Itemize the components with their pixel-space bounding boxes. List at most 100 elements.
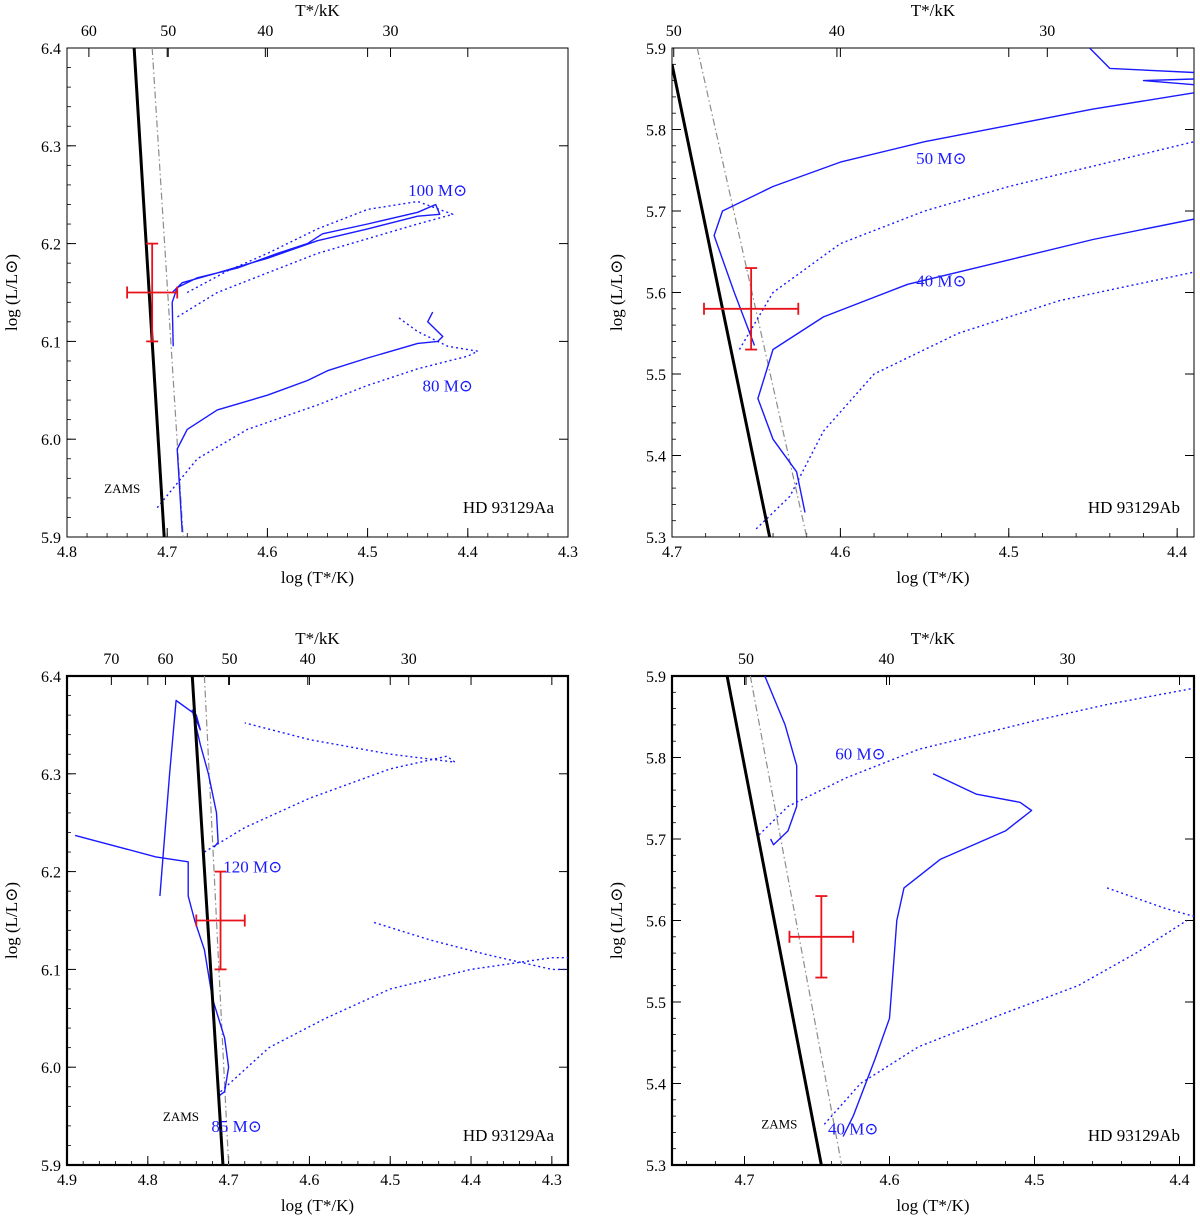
y-tick-label: 5.3 (646, 530, 666, 547)
y-tick-label: 5.9 (646, 669, 666, 686)
y-tick-label: 6.2 (41, 865, 61, 882)
evolution-track-solid (1089, 48, 1194, 74)
evolution-track-dotted (1106, 887, 1194, 918)
y-tick-label: 5.7 (646, 832, 666, 849)
x-tick-label: 4.6 (299, 1172, 319, 1189)
x-tick-label: 4.3 (558, 544, 578, 561)
y-tick-label: 5.9 (646, 41, 666, 58)
hrd-panel-4: 4.7 4.6 4.5 4.4 5.3 5.4 5.5 5.6 5.7 5.8 5.9 50 40 30 l… (607, 629, 1196, 1215)
hrd-panel-2: 4.7 4.6 4.5 4.4 5.3 5.4 5.5 5.6 5.7 5.8 5.950 40 30 l… (607, 1, 1195, 587)
x-tick-label: 4.4 (458, 544, 478, 561)
star-name-label: HD 93129Aa (463, 498, 555, 517)
top-axis-label: T*/kK (295, 1, 340, 20)
top-tick-label: 50 (160, 23, 176, 40)
top-tick-label: 50 (666, 23, 682, 40)
evolution-track-dotted (204, 722, 456, 853)
y-tick-label: 6.3 (41, 767, 61, 784)
evolution-track-solid (1142, 78, 1194, 86)
x-tick-label: 4.7 (735, 1172, 755, 1189)
plot-area (672, 48, 1194, 537)
x-axis-label: log (T*/K) (896, 1196, 969, 1215)
zams-line (725, 676, 823, 1165)
x-axis-label: log (T*/K) (896, 568, 969, 587)
error-bar (703, 267, 800, 351)
x-tick-label: 4.6 (257, 544, 277, 561)
zams-line (672, 63, 772, 537)
y-axis-label: log (L/L⊙) (607, 882, 626, 959)
top-tick-label: 30 (1060, 651, 1076, 668)
y-tick-label: 5.9 (41, 530, 61, 547)
x-tick-label: 4.4 (1167, 544, 1187, 561)
y-tick-label: 5.5 (646, 367, 666, 384)
evolution-track-dotted (755, 271, 1194, 530)
x-tick-label: 4.8 (138, 1172, 158, 1189)
y-tick-label: 6.1 (41, 962, 61, 979)
x-tick-label: 4.7 (662, 544, 682, 561)
evolution-track-solid (842, 773, 1033, 1137)
y-axis-label: log (L/L⊙) (2, 254, 21, 331)
evolution-track-dotted (176, 200, 454, 318)
x-tick-label: 4.5 (380, 1172, 400, 1189)
y-tick-label: 5.6 (646, 286, 666, 303)
evolution-track-dotted (738, 141, 1194, 350)
x-tick-label: 4.5 (358, 544, 378, 561)
evolution-track-solid (171, 203, 441, 347)
x-axis-label: log (T*/K) (281, 1196, 354, 1215)
y-tick-label: 5.6 (646, 914, 666, 931)
top-tick-label: 60 (81, 23, 97, 40)
top-tick-label: 40 (829, 23, 845, 40)
y-axis-label: log (L/L⊙) (2, 882, 21, 959)
y-tick-label: 6.0 (41, 1060, 61, 1077)
plot-frame (66, 47, 569, 538)
evolution-track-solid (176, 311, 444, 533)
y-axis-label: log (L/L⊙) (607, 254, 626, 331)
evolution-track-dotted (823, 919, 1188, 1125)
y-tick-label: 5.9 (41, 1158, 61, 1175)
plot-frame (65, 674, 570, 1167)
evolution-track-dotted (373, 921, 568, 971)
plot-frame (670, 674, 1196, 1167)
x-tick-label: 4.6 (830, 544, 850, 561)
y-tick-label: 5.4 (646, 449, 666, 466)
hrd-panel-1: 4.8 4.7 4.6 4.5 4.4 4.3 5.9 6.0 6.1 6.2 6.3 6.4 60 50… (2, 1, 578, 587)
y-tick-label: 5.7 (646, 204, 666, 221)
evolution-track-solid (713, 92, 1194, 346)
zams-label: ZAMS (104, 481, 140, 496)
track-mass-label: 80 M⊙ (422, 376, 473, 395)
x-tick-label: 4.8 (57, 544, 77, 561)
evolution-track-dotted (758, 687, 1194, 836)
top-tick-label: 70 (103, 651, 119, 668)
track-mass-label: 40 M⊙ (916, 271, 967, 290)
zams-label: ZAMS (761, 1116, 797, 1131)
star-name-label: HD 93129Ab (1088, 498, 1180, 517)
track-mass-label: 50 M⊙ (916, 149, 967, 168)
track-mass-label: 100 M⊙ (408, 181, 467, 200)
top-tick-label: 40 (300, 651, 316, 668)
star-name-label: HD 93129Aa (463, 1126, 555, 1145)
y-tick-label: 5.5 (646, 995, 666, 1012)
top-tick-label: 60 (157, 651, 173, 668)
track-mass-label: 120 M⊙ (223, 858, 282, 877)
top-tick-label: 40 (257, 23, 273, 40)
x-axis-label: log (T*/K) (281, 568, 354, 587)
top-axis-label: T*/kK (295, 629, 340, 648)
top-axis-label: T*/kK (911, 629, 956, 648)
x-tick-label: 4.7 (157, 544, 177, 561)
dashdot-line (749, 676, 843, 1165)
hrd-panel-3: 4.9 4.8 4.7 4.6 4.5 4.4 4.3 5.9 6.0 6.1 6.2 6.3 6.4 7… (2, 629, 570, 1215)
star-name-label: HD 93129Ab (1088, 1126, 1180, 1145)
y-tick-label: 6.4 (41, 41, 61, 58)
plot-area (126, 48, 479, 537)
top-tick-label: 30 (401, 651, 417, 668)
evolution-track-solid (159, 699, 219, 897)
track-mass-label: 60 M⊙ (835, 744, 886, 763)
evolution-track-solid (757, 218, 1194, 513)
x-tick-label: 4.3 (542, 1172, 562, 1189)
track-mass-label: 85 M⊙ (211, 1117, 262, 1136)
x-tick-label: 4.4 (1170, 1172, 1190, 1189)
top-tick-label: 30 (1039, 23, 1055, 40)
y-tick-label: 6.1 (41, 334, 61, 351)
y-tick-label: 5.3 (646, 1158, 666, 1175)
